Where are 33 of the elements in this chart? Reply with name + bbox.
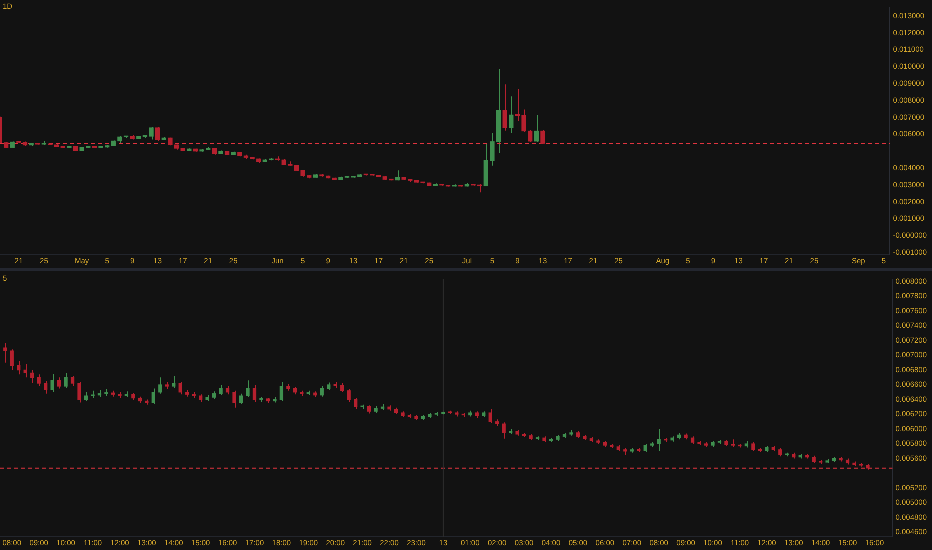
candlestick [219,384,223,396]
candlestick [64,372,68,388]
candlestick [44,380,48,394]
candlestick [502,84,508,132]
candlestick [657,428,661,452]
candlestick [156,127,160,142]
candlestick [252,384,257,402]
candlestick [24,364,28,378]
candlestick [172,376,176,388]
candlestick [488,408,492,424]
candlestick [78,382,82,404]
candlestick [4,342,8,364]
candlestick [509,96,514,134]
candlestick [540,130,546,144]
candlestick [320,386,324,398]
candlestick [178,382,182,396]
candlestick [30,370,34,384]
candlestick [502,422,506,440]
candlestick [158,377,162,394]
candlestick [10,349,14,371]
candlestick [246,380,250,398]
candlestick [152,388,156,405]
candlestick [57,377,62,390]
candlestick [239,393,244,405]
candlestick [37,374,41,387]
candlestick [70,376,75,387]
candlestick [50,373,54,393]
candlestick [232,390,236,408]
candlestick [534,114,539,143]
candlestick [347,388,351,402]
candlestick [17,360,21,376]
candlestick [280,382,284,402]
candlestick [354,398,358,410]
